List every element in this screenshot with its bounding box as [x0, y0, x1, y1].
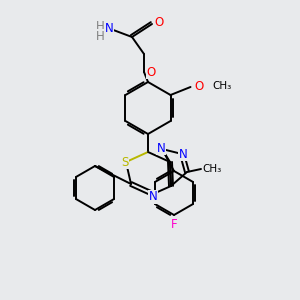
Text: N: N — [157, 142, 165, 154]
Text: H: H — [96, 29, 104, 43]
Text: N: N — [148, 190, 158, 203]
Text: N: N — [178, 148, 188, 160]
Text: CH₃: CH₃ — [212, 81, 232, 91]
Text: N: N — [105, 22, 113, 35]
Text: O: O — [154, 16, 164, 29]
Text: S: S — [121, 155, 129, 169]
Text: O: O — [194, 80, 203, 92]
Text: CH₃: CH₃ — [202, 164, 222, 174]
Text: H: H — [96, 20, 104, 34]
Text: O: O — [146, 65, 156, 79]
Text: F: F — [171, 218, 177, 230]
